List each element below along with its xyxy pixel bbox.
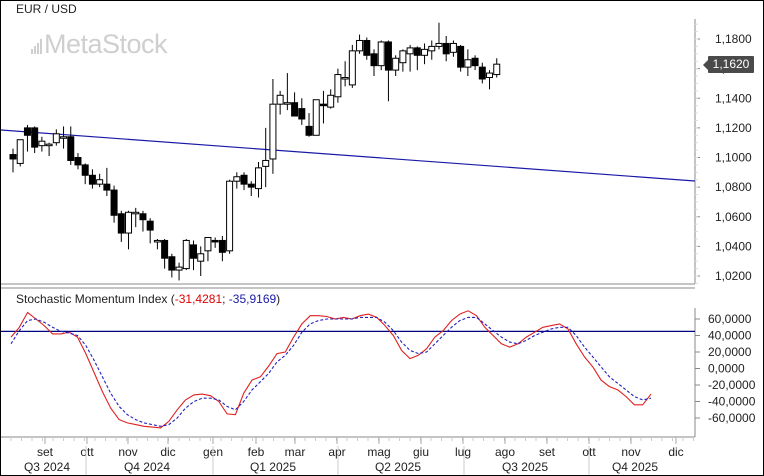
axes-layer: 1,18001,16001,14001,12001,10001,08001,06…: [1, 19, 756, 438]
svg-text:Q3 2024: Q3 2024: [24, 460, 70, 474]
svg-text:feb: feb: [248, 445, 265, 459]
svg-text:1,0800: 1,0800: [715, 180, 752, 194]
signal-value: -35,9169: [228, 292, 277, 306]
last-price-tag: 1,1620: [703, 56, 754, 73]
svg-text:mar: mar: [285, 445, 306, 459]
time-axis: set ott nov dic gen feb mar apr mag giu lug ago set o…: [10, 437, 694, 475]
svg-text:apr: apr: [328, 445, 345, 459]
svg-text:nov: nov: [621, 445, 640, 459]
svg-text:20,0000: 20,0000: [708, 345, 752, 359]
smi-value: -31,4281: [174, 292, 223, 306]
svg-text:Q4 2025: Q4 2025: [612, 460, 658, 474]
svg-text:1,1800: 1,1800: [715, 32, 752, 46]
paren-open: (: [167, 292, 175, 306]
svg-text:dic: dic: [668, 445, 683, 459]
metastock-logo-icon: [31, 38, 43, 54]
svg-text:mag: mag: [367, 445, 390, 459]
svg-text:Q2 2025: Q2 2025: [375, 460, 421, 474]
svg-text:dic: dic: [160, 445, 175, 459]
svg-text:-60,0000: -60,0000: [708, 411, 756, 425]
svg-text:1,1400: 1,1400: [715, 91, 752, 105]
metastock-watermark: MetaStock: [31, 29, 168, 60]
smi-lines: [1, 310, 695, 429]
paren-close: ): [276, 292, 281, 306]
svg-text:40,0000: 40,0000: [708, 329, 752, 343]
svg-text:giu: giu: [413, 445, 429, 459]
svg-text:1,1000: 1,1000: [715, 151, 752, 165]
svg-text:Q4 2024: Q4 2024: [124, 460, 170, 474]
symbol-title: EUR / USD: [16, 2, 77, 16]
svg-text:1,0200: 1,0200: [715, 269, 752, 283]
svg-text:1,0400: 1,0400: [715, 239, 752, 253]
svg-text:1,1200: 1,1200: [715, 121, 752, 135]
svg-text:Q3 2025: Q3 2025: [502, 460, 548, 474]
svg-text:ago: ago: [495, 445, 515, 459]
svg-text:-20,0000: -20,0000: [708, 378, 756, 392]
svg-text:nov: nov: [118, 445, 137, 459]
svg-text:set: set: [539, 445, 556, 459]
svg-text:60,0000: 60,0000: [708, 312, 752, 326]
svg-text:0,0000: 0,0000: [708, 362, 745, 376]
indicator-title: Stochastic Momentum Index (-31,4281; -35…: [16, 292, 280, 306]
price-candles: [1, 22, 696, 281]
svg-text:Q1 2025: Q1 2025: [250, 460, 296, 474]
svg-text:1,0600: 1,0600: [715, 210, 752, 224]
svg-text:set: set: [37, 445, 54, 459]
separator: ;: [222, 292, 229, 306]
svg-text:-40,0000: -40,0000: [708, 395, 756, 409]
indicator-name: Stochastic Momentum Index: [16, 292, 168, 306]
svg-text:lug: lug: [455, 445, 471, 459]
svg-text:ott: ott: [80, 445, 94, 459]
watermark-text: MetaStock: [44, 29, 168, 59]
